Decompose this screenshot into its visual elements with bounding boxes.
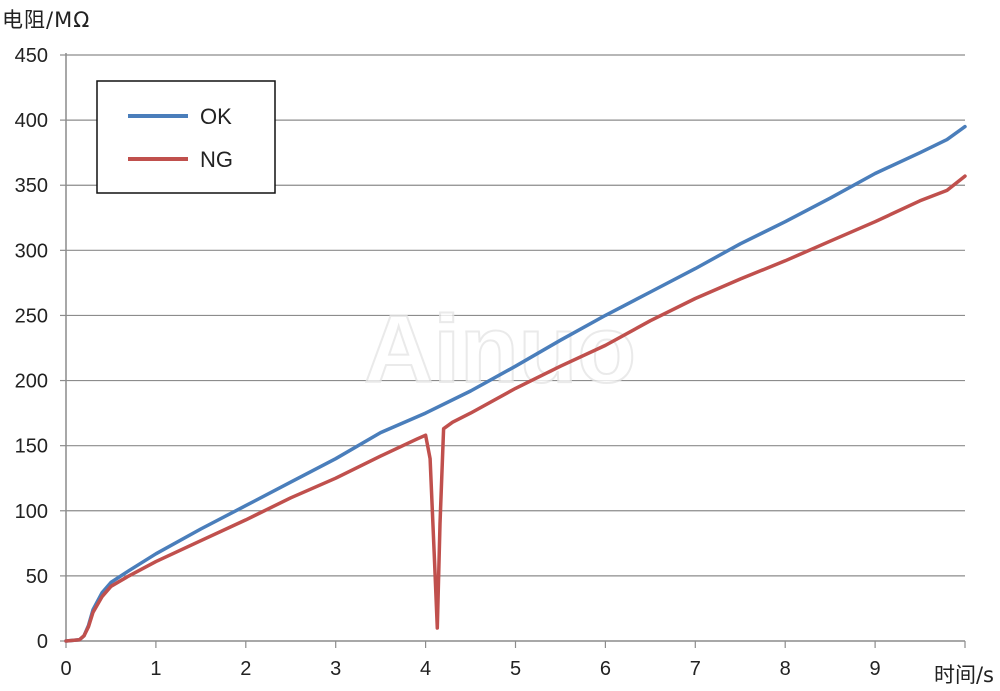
series-line-ng [64,174,967,643]
x-tick-label: 0 [60,658,71,680]
y-tick-label: 50 [26,566,48,588]
x-tick-label: 1 [150,658,161,680]
series-lines [64,124,967,643]
legend-label-ok: OK [200,104,232,129]
x-tick-label: 5 [510,658,521,680]
y-tick-label: 150 [15,436,48,458]
x-tick-label: 8 [780,658,791,680]
y-tick-label: 100 [15,501,48,523]
y-tick-label: 300 [15,240,48,262]
y-tick-label: 400 [15,110,48,132]
x-tick-label: 9 [870,658,881,680]
y-tick-label: 200 [15,371,48,393]
legend-box [96,80,276,194]
y-tick-label: 250 [15,305,48,327]
y-tick-label: 350 [15,175,48,197]
x-tick-label: 7 [690,658,701,680]
x-tick-label: 4 [420,658,431,680]
legend: OK NG [96,80,276,194]
y-axis-label: 电阻/MΩ [2,8,91,32]
tick-labels: 0 50 100 150 200 250 300 350 400 450 0 1 2 3 4 5 6 7 8 9 [15,45,881,680]
y-tick-label: 0 [37,631,48,653]
x-tick-label: 6 [600,658,611,680]
x-tick-label: 3 [330,658,341,680]
axes [60,53,966,648]
watermark: Ainuo [364,296,636,403]
y-tick-label: 450 [15,45,48,67]
legend-label-ng: NG [200,147,233,172]
x-axis-label: 时间/s [933,663,994,687]
x-tick-label: 2 [240,658,251,680]
